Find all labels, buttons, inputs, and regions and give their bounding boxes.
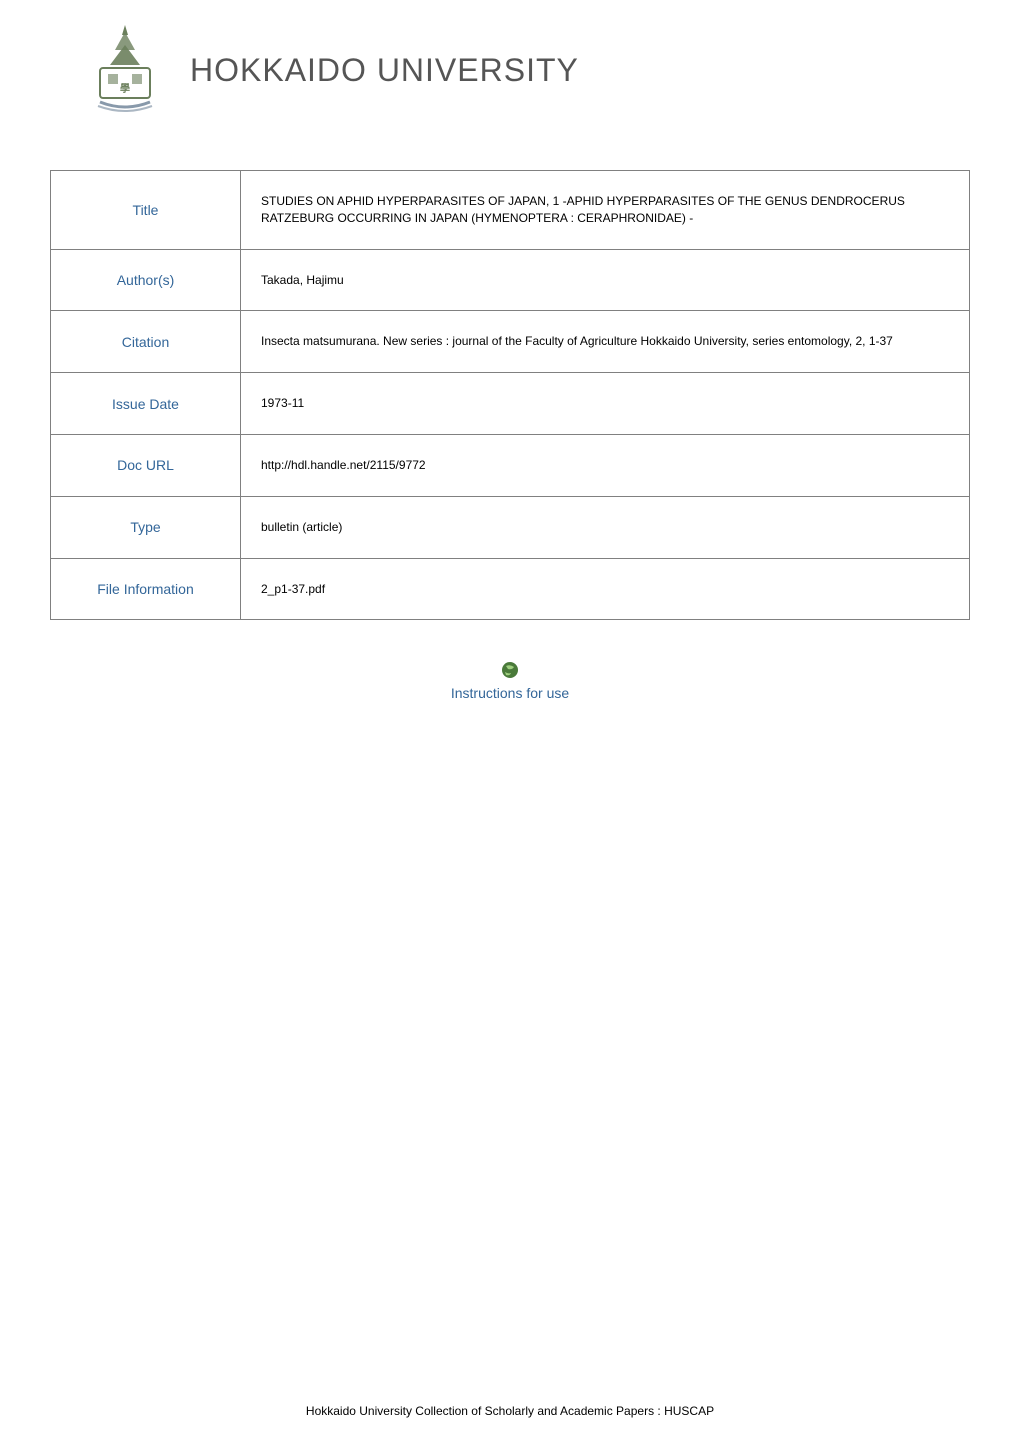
- citation-label: Citation: [51, 311, 241, 373]
- instructions-link[interactable]: Instructions for use: [0, 685, 1020, 701]
- instructions-section: Instructions for use: [0, 660, 1020, 701]
- table-row: Type bulletin (article): [51, 496, 970, 558]
- file-info-value: 2_p1-37.pdf: [241, 558, 970, 620]
- table-row: File Information 2_p1-37.pdf: [51, 558, 970, 620]
- earth-icon: [500, 660, 520, 680]
- university-logo: 學: [80, 20, 170, 120]
- table-row: Citation Insecta matsumurana. New series…: [51, 311, 970, 373]
- type-value: bulletin (article): [241, 496, 970, 558]
- title-value: STUDIES ON APHID HYPERPARASITES OF JAPAN…: [241, 171, 970, 250]
- author-label: Author(s): [51, 249, 241, 311]
- citation-value: Insecta matsumurana. New series : journa…: [241, 311, 970, 373]
- doc-url-label: Doc URL: [51, 434, 241, 496]
- footer-text: Hokkaido University Collection of Schola…: [0, 1404, 1020, 1418]
- file-info-label: File Information: [51, 558, 241, 620]
- svg-text:學: 學: [120, 82, 130, 95]
- university-name: HOKKAIDO UNIVERSITY: [190, 52, 579, 89]
- issue-date-value: 1973-11: [241, 373, 970, 435]
- issue-date-label: Issue Date: [51, 373, 241, 435]
- table-row: Issue Date 1973-11: [51, 373, 970, 435]
- author-value: Takada, Hajimu: [241, 249, 970, 311]
- doc-url-value: http://hdl.handle.net/2115/9772: [241, 434, 970, 496]
- table-row: Title STUDIES ON APHID HYPERPARASITES OF…: [51, 171, 970, 250]
- header: 學 HOKKAIDO UNIVERSITY: [0, 0, 1020, 150]
- type-label: Type: [51, 496, 241, 558]
- logo-icon: 學: [80, 20, 170, 120]
- metadata-table: Title STUDIES ON APHID HYPERPARASITES OF…: [50, 170, 970, 620]
- table-row: Doc URL http://hdl.handle.net/2115/9772: [51, 434, 970, 496]
- title-label: Title: [51, 171, 241, 250]
- table-row: Author(s) Takada, Hajimu: [51, 249, 970, 311]
